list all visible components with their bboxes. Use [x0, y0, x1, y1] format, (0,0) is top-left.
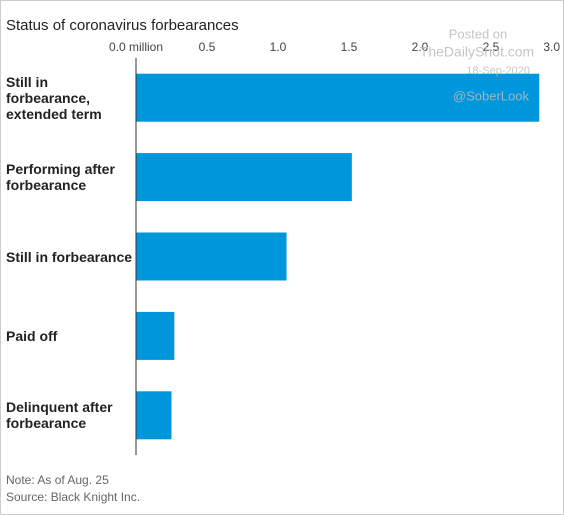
- category-label: Paid off: [6, 327, 58, 344]
- watermark: 18-Sep-2020: [466, 65, 530, 77]
- x-tick-label: 0.0 million: [109, 40, 163, 54]
- bar: [136, 232, 287, 281]
- x-tick-label: 1.0: [270, 40, 287, 54]
- bar: [136, 73, 540, 122]
- x-tick-label: 2.5: [483, 40, 500, 54]
- category-label: Still in forbearance, extended term: [6, 73, 102, 122]
- chart-title: Status of coronavirus forbearances: [6, 17, 239, 34]
- bar: [136, 311, 175, 360]
- category-label: Still in forbearance: [6, 248, 133, 265]
- category-label: Delinquent after forbearance: [6, 399, 113, 432]
- watermark: TheDailyShot.com: [420, 44, 534, 60]
- bar: [136, 153, 352, 202]
- x-tick-label: 0.5: [199, 40, 216, 54]
- source: Source: Black Knight Inc.: [6, 490, 140, 504]
- watermark: Posted on: [449, 26, 508, 41]
- note: Note: As of Aug. 25: [6, 473, 109, 487]
- x-tick-label: 3.0: [543, 40, 560, 54]
- bar: [136, 391, 172, 440]
- category-label: Performing after forbearance: [6, 161, 115, 194]
- watermark: @SoberLook: [453, 88, 530, 103]
- x-tick-label: 2.0: [412, 40, 429, 54]
- x-tick-label: 1.5: [341, 40, 358, 54]
